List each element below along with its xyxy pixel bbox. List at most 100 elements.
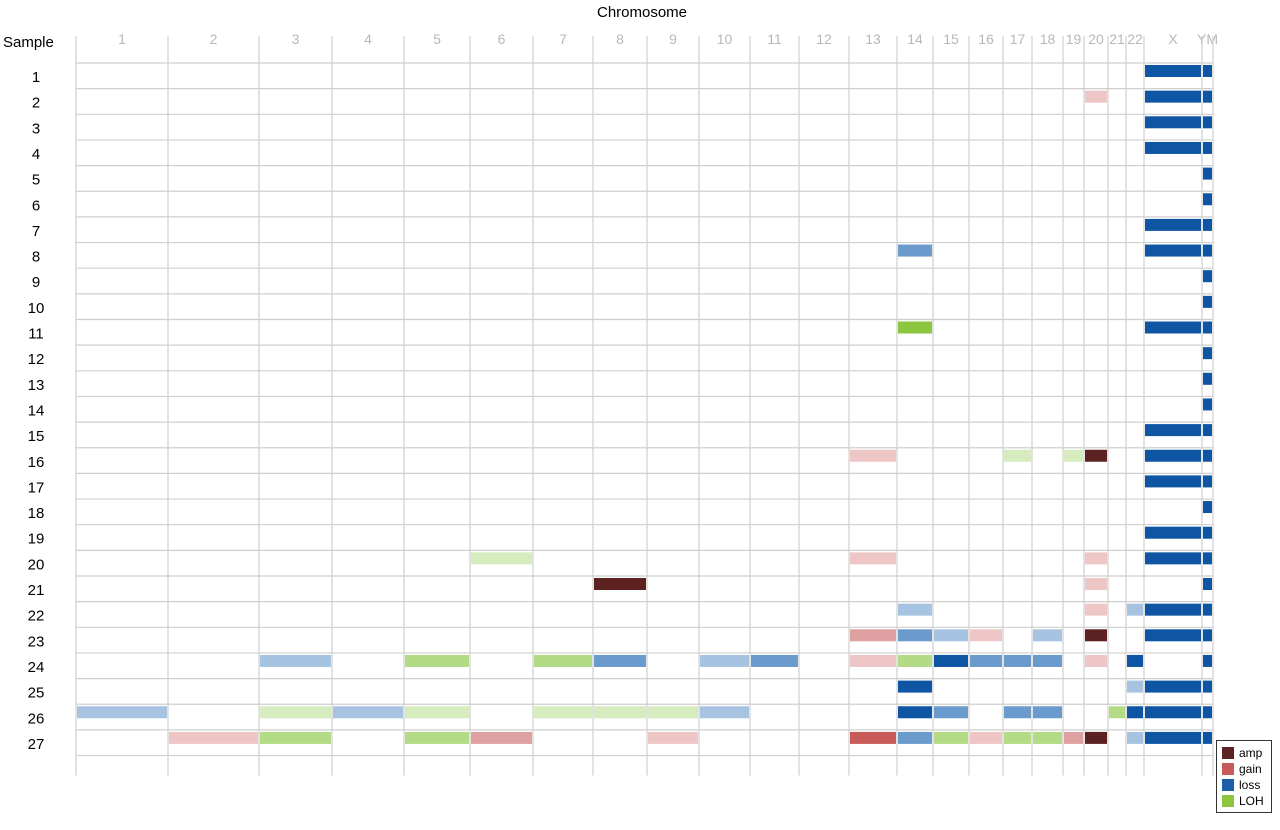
row-label: 8 (32, 249, 40, 266)
event-loss (1203, 731, 1212, 744)
event-gain (850, 629, 896, 642)
event-loss (1203, 295, 1212, 308)
event-gain (850, 731, 896, 744)
chart-title: Chromosome (597, 4, 687, 21)
column-label: 11 (767, 31, 782, 47)
event-loss (1145, 731, 1201, 744)
event-amp (1085, 731, 1107, 744)
event-loss (1203, 398, 1212, 411)
event-loss (260, 654, 331, 667)
row-label: 16 (28, 454, 45, 471)
event-gain (1085, 578, 1107, 590)
event-loss (1145, 218, 1201, 231)
row-label: 11 (28, 326, 44, 343)
column-label: 3 (292, 31, 300, 47)
event-loss (1203, 167, 1212, 180)
row-label: 21 (28, 582, 45, 599)
event-loss (1203, 526, 1212, 539)
event-loss (1127, 706, 1143, 719)
row-label: 25 (28, 685, 45, 702)
event-loss (1203, 90, 1212, 103)
column-label: 14 (907, 31, 923, 47)
event-loss (1203, 654, 1212, 667)
row-label: 1 (32, 69, 40, 86)
event-gain (1085, 90, 1107, 103)
event-loss (1145, 526, 1201, 539)
event-loss (333, 706, 403, 719)
row-label: 24 (28, 659, 45, 676)
legend-label-loh: LOH (1239, 794, 1264, 808)
column-label: 1 (118, 31, 126, 47)
event-loss (1145, 680, 1201, 693)
row-label: 5 (32, 172, 40, 189)
event-gain (970, 731, 1002, 744)
event-LOH (1004, 731, 1031, 744)
row-label: 2 (32, 95, 40, 112)
row-label: 13 (28, 377, 45, 394)
event-loss (898, 603, 932, 616)
event-loss (1203, 372, 1212, 385)
event-loss (594, 654, 646, 667)
event-loss (970, 654, 1002, 667)
event-loss (1203, 321, 1212, 334)
event-loss (1145, 90, 1201, 103)
column-label: 15 (943, 31, 959, 47)
event-loss (898, 706, 932, 719)
event-gain (169, 731, 258, 744)
event-LOH (648, 706, 698, 719)
event-LOH (1109, 706, 1125, 719)
row-label: 15 (28, 428, 45, 445)
event-LOH (1064, 449, 1083, 462)
event-loss (1145, 65, 1201, 77)
event-loss (1033, 629, 1062, 642)
legend-item-loss: loss (1222, 777, 1267, 793)
event-gain (850, 552, 896, 565)
event-gain (850, 654, 896, 667)
column-label: 16 (978, 31, 994, 47)
event-loss (934, 706, 968, 719)
event-loss (1127, 731, 1143, 744)
event-loss (1145, 629, 1201, 642)
row-label: 12 (28, 351, 45, 368)
column-label: 21 (1109, 31, 1125, 47)
column-label: 7 (559, 31, 567, 47)
event-gain (1085, 552, 1107, 565)
event-loss (1203, 629, 1212, 642)
event-gain (1085, 654, 1107, 667)
row-label: 3 (32, 120, 40, 137)
event-LOH (405, 654, 469, 667)
event-loss (1145, 603, 1201, 616)
event-loss (1203, 65, 1212, 77)
event-LOH (471, 552, 532, 565)
event-loss (700, 654, 749, 667)
event-loss (1203, 475, 1212, 488)
event-loss (1203, 578, 1212, 590)
event-loss (1203, 244, 1212, 257)
row-label: 4 (32, 146, 40, 163)
column-label: 4 (364, 31, 372, 47)
event-loss (1145, 244, 1201, 257)
event-gain (850, 449, 896, 462)
column-label: 17 (1010, 31, 1026, 47)
legend-label-loss: loss (1239, 778, 1261, 792)
column-label: 2 (210, 31, 218, 47)
row-header: Sample (3, 34, 54, 51)
event-LOH (260, 731, 331, 744)
event-amp (594, 578, 646, 590)
event-loss (1033, 654, 1062, 667)
event-loss (1127, 680, 1143, 693)
event-loss (1004, 706, 1031, 719)
event-loss (1145, 449, 1201, 462)
event-loss (751, 654, 798, 667)
legend-item-amp: amp (1222, 745, 1267, 761)
event-loss (77, 706, 167, 719)
event-loss (1203, 116, 1212, 129)
row-label: 9 (32, 274, 40, 291)
column-label: YM (1197, 31, 1218, 47)
column-label: 9 (669, 31, 677, 47)
event-loss (1203, 603, 1212, 616)
event-LOH (898, 321, 932, 334)
event-amp (1085, 629, 1107, 642)
event-loss (1145, 552, 1201, 565)
